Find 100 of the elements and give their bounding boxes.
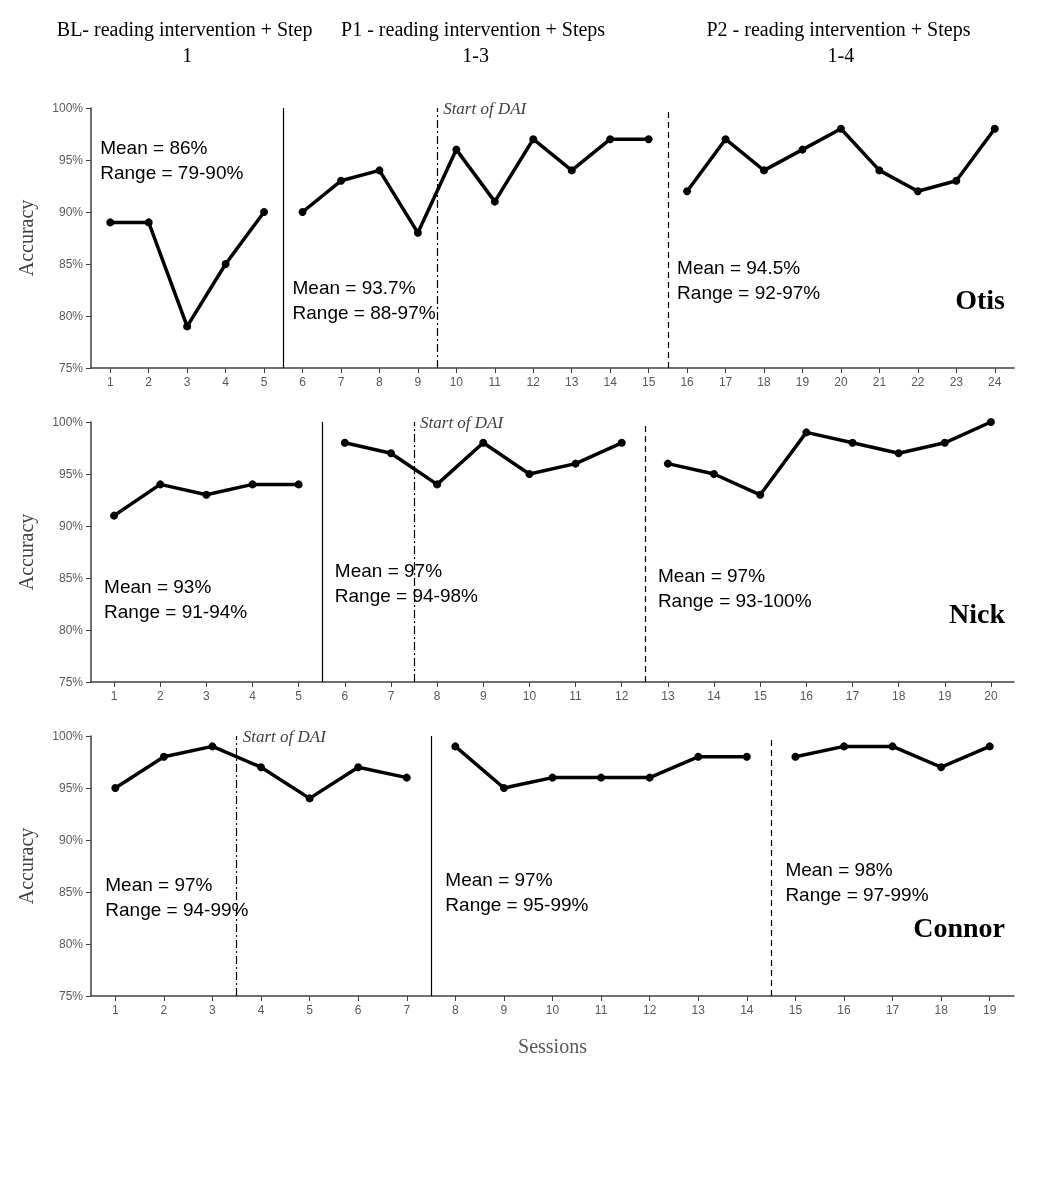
x-tick-label: 16: [837, 1003, 851, 1017]
point: [571, 459, 580, 468]
point: [644, 135, 653, 144]
text: Nick: [949, 597, 1006, 629]
point: [888, 742, 897, 751]
text: BL- reading intervention + Step 1: [56, 18, 318, 66]
point: [479, 438, 488, 447]
x-tick-label: 15: [641, 375, 656, 389]
point: [937, 763, 946, 772]
x-tick-label: 8: [376, 375, 384, 389]
point: [386, 449, 395, 458]
y-tick-label: 100%: [52, 415, 84, 429]
x-tick-label: 12: [615, 689, 629, 703]
y-tick-label: 85%: [58, 571, 84, 585]
x-tick-label: 6: [354, 1003, 362, 1017]
y-tick-label: 75%: [58, 361, 84, 375]
annotation: Mean = 97% Range = 93-100%: [657, 565, 812, 612]
x-tick-label: 15: [788, 1003, 803, 1017]
text: Otis: [955, 283, 1006, 315]
point: [760, 166, 769, 175]
x-tick-label: 2: [145, 375, 153, 389]
x-tick-label: 7: [387, 689, 395, 703]
y-tick-label: 80%: [58, 937, 84, 951]
point: [340, 438, 349, 447]
annotation: Mean = 93% Range = 91-94%: [104, 575, 248, 622]
point: [499, 784, 508, 792]
x-tick-label: 9: [479, 689, 487, 703]
point: [433, 480, 442, 489]
x-tick-label: 13: [565, 375, 579, 389]
annotation: Mean = 86% Range = 79-90%: [100, 137, 244, 183]
point: [451, 742, 460, 751]
annotation: Mean = 97% Range = 94-99%: [105, 874, 249, 921]
point: [990, 124, 999, 133]
text: P1 - reading intervention + Steps 1-3: [341, 18, 611, 66]
x-tick-label: 19: [983, 1003, 997, 1017]
x-tick-label: 14: [603, 375, 618, 389]
y-tick-label: 95%: [58, 467, 84, 481]
point: [159, 752, 168, 761]
annotation: Mean = 98% Range = 97-99%: [785, 858, 929, 905]
y-axis-title: Accuracy: [15, 513, 38, 591]
x-tick-label: 13: [661, 689, 675, 703]
y-axis-title: Accuracy: [15, 199, 38, 277]
x-tick-label: 1: [106, 375, 114, 389]
x-tick-label: 4: [257, 1003, 265, 1017]
point: [298, 208, 307, 216]
x-tick-label: 3: [183, 375, 191, 389]
ref-line-label: Start of DAI: [420, 413, 505, 432]
point: [802, 428, 811, 437]
x-tick-label: 3: [209, 1003, 217, 1017]
x-tick-label: 11: [594, 1003, 608, 1017]
annotation: Mean = 93.7% Range = 88-97%: [292, 277, 436, 324]
point: [248, 480, 257, 489]
point: [952, 176, 961, 185]
annotation: Mean = 94.5% Range = 92-97%: [677, 256, 821, 303]
point: [663, 459, 672, 468]
x-tick-label: 2: [156, 689, 164, 703]
point: [694, 752, 703, 761]
x-tick-label: 15: [753, 689, 768, 703]
y-tick-label: 90%: [58, 205, 84, 219]
x-tick-label: 6: [341, 689, 349, 703]
y-tick-label: 75%: [58, 989, 84, 1003]
point: [548, 773, 557, 782]
y-tick-label: 100%: [52, 101, 84, 115]
point: [294, 480, 303, 489]
x-tick-label: 10: [449, 375, 464, 389]
point: [221, 260, 230, 268]
x-tick-label: 13: [691, 1003, 706, 1017]
x-tick-label: 16: [680, 375, 695, 389]
point: [413, 228, 422, 237]
y-tick-label: 95%: [58, 781, 84, 795]
x-tick-label: 2: [160, 1003, 168, 1017]
point: [617, 438, 626, 447]
point: [490, 197, 499, 206]
point: [986, 418, 995, 426]
point: [257, 763, 266, 772]
point: [836, 124, 845, 133]
point: [110, 511, 119, 520]
point: [645, 773, 654, 782]
x-tick-label: 9: [414, 375, 422, 389]
x-tick-label: 19: [795, 375, 810, 389]
x-tick-label: 5: [260, 375, 268, 389]
y-axis-title: Accuracy: [15, 827, 38, 905]
y-tick-label: 85%: [58, 257, 84, 271]
y-tick-label: 90%: [58, 519, 84, 533]
x-axis-title: Sessions: [518, 1035, 588, 1057]
x-tick-label: 9: [500, 1003, 508, 1017]
x-tick-label: 1: [110, 689, 118, 703]
annotation: Mean = 97% Range = 94-98%: [334, 560, 479, 607]
annotation: Mean = 97% Range = 95-99%: [445, 869, 589, 915]
ref-line-label: Start of DAI: [443, 99, 528, 118]
point: [756, 490, 765, 499]
point: [710, 470, 719, 478]
point: [742, 752, 751, 761]
point: [606, 135, 615, 144]
point: [106, 218, 115, 227]
x-tick-label: 8: [452, 1003, 459, 1017]
point: [798, 145, 807, 154]
x-tick-label: 18: [757, 375, 772, 389]
point: [375, 166, 384, 175]
point: [183, 322, 192, 331]
